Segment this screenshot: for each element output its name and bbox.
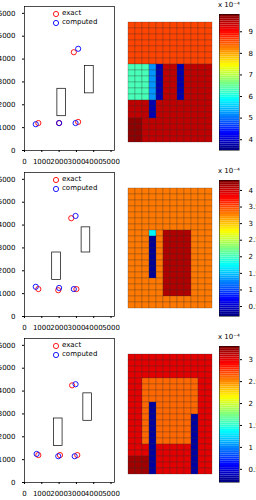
svg-text:7: 7: [249, 71, 253, 79]
svg-text:3: 3: [249, 356, 253, 364]
svg-text:6000: 6000: [0, 10, 16, 18]
svg-text:1.5: 1.5: [249, 422, 256, 430]
svg-text:4000: 4000: [0, 221, 16, 229]
html-text:x 10⁻⁴: x 10⁻⁴: [218, 333, 240, 341]
html-text:exact: exact: [62, 341, 82, 349]
svg-text:8: 8: [249, 50, 253, 58]
svg-text:6000: 6000: [0, 176, 16, 184]
svg-text:9: 9: [249, 28, 253, 36]
svg-text:2.5: 2.5: [249, 236, 256, 244]
svg-text:5000: 5000: [102, 490, 120, 498]
svg-text:1000: 1000: [0, 456, 16, 464]
svg-text:3000: 3000: [0, 410, 16, 418]
html-text:1000 2000 3000 4000 5000: 1000 2000 3000 4000 5000: [32, 324, 120, 333]
svg-text:1.5: 1.5: [249, 270, 256, 278]
svg-text:0: 0: [11, 147, 15, 155]
svg-text:5000: 5000: [0, 198, 16, 206]
html-text:x 10⁻⁴: x 10⁻⁴: [218, 167, 240, 175]
svg-text:0.5: 0.5: [249, 303, 256, 311]
svg-text:4: 4: [249, 136, 254, 144]
svg-text:4000: 4000: [0, 55, 16, 63]
svg-text:1: 1: [249, 444, 253, 452]
html-text:computed: computed: [62, 18, 98, 26]
svg-text:4: 4: [249, 187, 254, 195]
svg-text:2000: 2000: [50, 490, 68, 498]
svg-text:3000: 3000: [68, 490, 86, 498]
html-text:computed: computed: [62, 184, 98, 192]
svg-text:2000: 2000: [0, 433, 16, 441]
svg-text:0: 0: [22, 158, 27, 167]
svg-text:1000: 1000: [33, 490, 51, 498]
svg-text:2000: 2000: [0, 101, 16, 109]
svg-text:2: 2: [249, 253, 253, 261]
svg-text:3000: 3000: [0, 78, 16, 86]
svg-text:3000: 3000: [0, 244, 16, 252]
svg-text:1000: 1000: [0, 290, 16, 298]
svg-text:1000: 1000: [0, 124, 16, 132]
svg-text:0: 0: [11, 313, 15, 321]
html-text:exact: exact: [62, 175, 82, 183]
svg-text:6: 6: [249, 93, 254, 101]
html-text:1000 2000 3000 4000 5000: 1000 2000 3000 4000 5000: [32, 158, 120, 167]
svg-text:4000: 4000: [0, 387, 16, 395]
svg-text:5000: 5000: [0, 364, 16, 372]
html-text:exact: exact: [62, 9, 82, 17]
svg-text:6000: 6000: [0, 342, 16, 350]
svg-text:2000: 2000: [0, 267, 16, 275]
svg-text:3.5: 3.5: [249, 203, 256, 211]
svg-text:2: 2: [249, 400, 253, 408]
svg-text:5000: 5000: [0, 32, 16, 40]
svg-text:1: 1: [249, 286, 253, 294]
html-text:computed: computed: [62, 350, 98, 358]
svg-text:5: 5: [249, 114, 253, 122]
html-text:x 10⁻⁴: x 10⁻⁴: [218, 1, 240, 9]
svg-text:0.5: 0.5: [249, 466, 256, 474]
svg-text:3: 3: [249, 220, 253, 228]
svg-text:2.5: 2.5: [249, 378, 256, 386]
svg-text:0: 0: [11, 479, 15, 487]
svg-text:4000: 4000: [85, 490, 103, 498]
svg-text:0: 0: [22, 490, 26, 498]
svg-text:0: 0: [22, 324, 27, 333]
